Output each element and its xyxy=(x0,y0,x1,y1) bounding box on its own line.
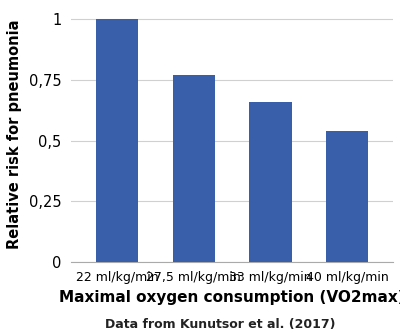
Bar xyxy=(326,131,368,262)
Bar xyxy=(173,75,215,262)
Y-axis label: Relative risk for pneumonia: Relative risk for pneumonia xyxy=(7,20,22,249)
Bar xyxy=(96,19,138,262)
X-axis label: Maximal oxygen consumption (VO2max): Maximal oxygen consumption (VO2max) xyxy=(59,289,400,305)
Text: Data from Kunutsor et al. (2017): Data from Kunutsor et al. (2017) xyxy=(105,318,335,331)
Bar xyxy=(249,102,292,262)
